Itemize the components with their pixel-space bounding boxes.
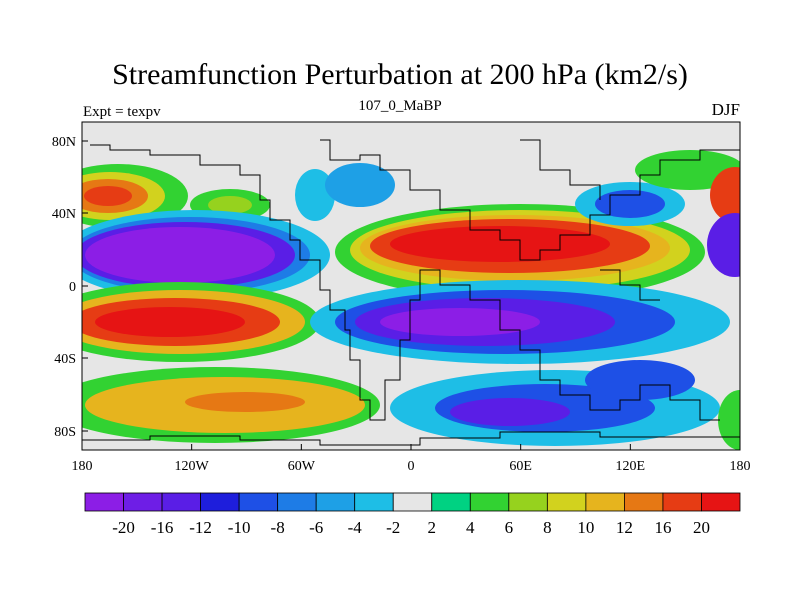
experiment-label: Expt = texpv xyxy=(83,104,161,120)
colorbar-label: -20 xyxy=(112,518,135,537)
lat-tick-label: 80N xyxy=(52,135,76,150)
lon-tick-label: 120W xyxy=(175,459,210,474)
colorbar-label: -4 xyxy=(348,518,363,537)
lon-tick-label: 180 xyxy=(72,459,93,474)
colorbar-swatch xyxy=(431,492,471,512)
colorbar-label: -10 xyxy=(228,518,251,537)
latitude-axis: 80N 40N 0 40S 80S xyxy=(52,135,88,440)
anomaly-blob-far-south-positive xyxy=(82,367,380,443)
colorbar-label: 16 xyxy=(654,518,671,537)
colorbar-swatch xyxy=(508,492,548,512)
colorbar-swatch xyxy=(624,492,664,512)
longitude-axis: 180 120W 60W 0 60E 120E 180 xyxy=(72,444,751,474)
colorbar-label: 2 xyxy=(428,518,437,537)
colorbar-label: 6 xyxy=(505,518,514,537)
map-title: Streamfunction Perturbation at 200 hPa (… xyxy=(112,58,688,91)
lon-tick-label: 60E xyxy=(509,459,532,474)
colorbar: -20 -16 -12 -10 -8 -6 -4 -2 2 4 6 8 10 12 16 20 xyxy=(84,492,741,537)
colorbar-label: 4 xyxy=(466,518,475,537)
colorbar-label: -12 xyxy=(189,518,212,537)
lat-tick-label: 0 xyxy=(69,280,76,295)
lat-tick-label: 80S xyxy=(54,425,76,440)
anomaly-blob-sw-positive xyxy=(82,282,320,362)
colorbar-label: 8 xyxy=(543,518,552,537)
colorbar-swatch xyxy=(662,492,702,512)
colorbar-swatch xyxy=(161,492,201,512)
colorbar-swatch xyxy=(469,492,510,512)
lon-tick-label: 60W xyxy=(288,459,316,474)
colorbar-swatch xyxy=(585,492,625,512)
colorbar-swatch xyxy=(277,492,317,512)
colorbar-swatch xyxy=(200,492,240,512)
contour-field xyxy=(82,122,740,450)
colorbar-label: 20 xyxy=(693,518,710,537)
lat-tick-label: 40N xyxy=(52,207,76,222)
colorbar-swatch xyxy=(84,492,124,512)
anomaly-blob-far-south-negative xyxy=(390,360,740,450)
colorbar-label: 12 xyxy=(616,518,633,537)
colorbar-label: -2 xyxy=(386,518,400,537)
anomaly-blob-west-negative xyxy=(82,210,330,300)
colorbar-label: -6 xyxy=(309,518,323,537)
colorbar-swatch xyxy=(546,492,587,512)
lon-tick-label: 120E xyxy=(616,459,646,474)
colorbar-label: -8 xyxy=(271,518,285,537)
case-label: 107_0_MaBP xyxy=(358,98,442,114)
lat-tick-label: 40S xyxy=(54,352,76,367)
colorbar-swatch xyxy=(123,492,163,512)
colorbar-swatch xyxy=(392,492,433,512)
lon-tick-label: 0 xyxy=(408,459,415,474)
anomaly-lobe-40w xyxy=(295,169,335,221)
anomaly-blob-se-negative xyxy=(310,280,730,364)
colorbar-label: -16 xyxy=(151,518,174,537)
colorbar-swatch xyxy=(701,492,741,512)
colorbar-label: 10 xyxy=(577,518,594,537)
colorbar-swatch xyxy=(315,492,356,512)
lon-tick-label: 180 xyxy=(730,459,751,474)
season-label: DJF xyxy=(711,100,740,119)
coastline xyxy=(90,144,720,421)
colorbar-swatch xyxy=(238,492,279,512)
colorbar-swatch xyxy=(354,492,394,512)
